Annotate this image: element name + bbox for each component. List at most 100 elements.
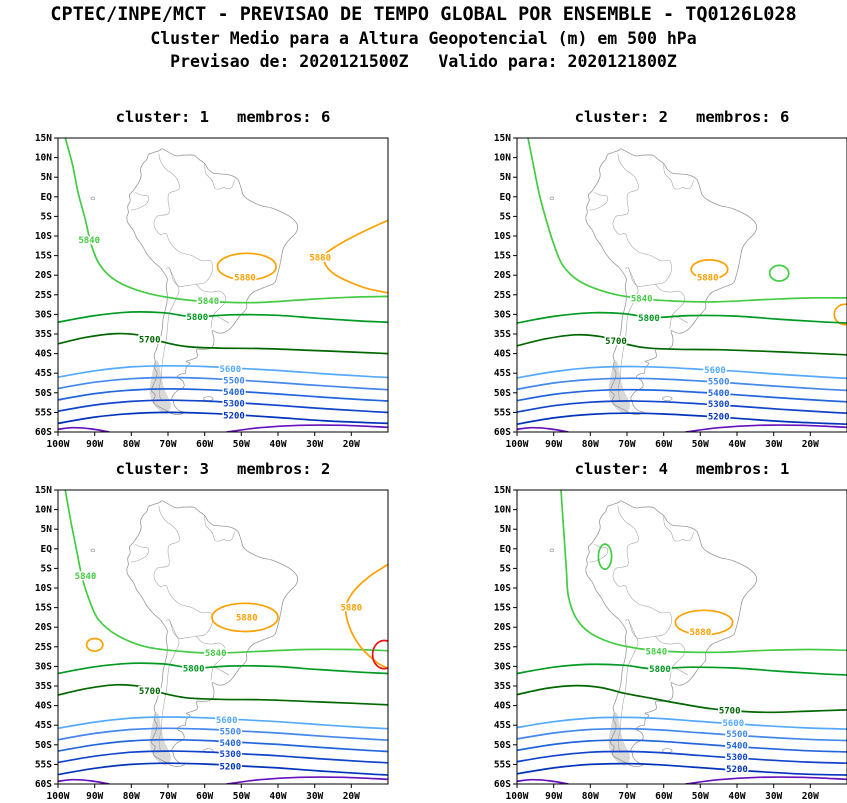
island	[662, 396, 673, 402]
basemap-south-america	[90, 148, 299, 415]
contour-5400	[58, 388, 388, 402]
lat-tick-label: 45S	[35, 720, 52, 731]
panel-cluster-2: cluster: 2 membros: 6 5840 5880 5800 5700 56…	[477, 106, 847, 450]
contour-label: 5840	[75, 572, 97, 582]
lon-tick-label: 30W	[306, 439, 323, 450]
contour-5700	[517, 684, 847, 714]
contour-5700	[58, 683, 388, 706]
title-line-2: Cluster Medio para a Altura Geopotencial…	[150, 29, 697, 48]
lat-tick-label: 45S	[494, 368, 511, 379]
lat-tick-label: 60S	[494, 779, 511, 790]
contour-label: 5500	[726, 730, 748, 740]
lon-tick-label: 30W	[306, 791, 323, 802]
lat-tick-label: 10N	[494, 505, 511, 516]
lon-tick-label: 90W	[545, 439, 562, 450]
contour-5100	[685, 424, 847, 432]
contour-label: 5200	[223, 412, 245, 422]
lon-tick-label: 60W	[655, 439, 672, 450]
lon-tick-label: 20W	[343, 439, 360, 450]
lon-tick-label: 40W	[728, 439, 745, 450]
contour-5840	[527, 138, 847, 303]
lat-tick-label: 45S	[494, 720, 511, 731]
contour-5880	[216, 252, 277, 281]
lat-tick-label: 5S	[41, 563, 53, 574]
contour-label: 5880	[697, 274, 719, 284]
contour-5880	[85, 637, 104, 652]
contour-5100	[226, 776, 388, 784]
lat-tick-label: EQ	[500, 544, 512, 555]
country-border	[663, 163, 694, 190]
lon-tick-label: 60W	[196, 791, 213, 802]
lat-tick-label: 10N	[35, 505, 52, 516]
contour-5880	[344, 563, 388, 670]
lon-tick-label: 90W	[86, 439, 103, 450]
country-border	[158, 619, 180, 753]
lon-tick-label: 50W	[233, 791, 250, 802]
panel-title-cluster-2: cluster: 2 membros: 6	[574, 108, 790, 126]
island	[203, 396, 214, 402]
lat-tick-label: 35S	[35, 681, 52, 692]
island	[549, 196, 554, 201]
lat-tick-label: 5S	[500, 563, 512, 574]
contour-label: 5600	[722, 719, 744, 729]
lat-tick-label: 10S	[494, 231, 511, 242]
lon-tick-label: 20W	[343, 791, 360, 802]
contour-5800	[58, 310, 388, 324]
contour-label: 5400	[219, 739, 241, 749]
contour-label: 5880	[340, 604, 362, 614]
axes: 15N 10N 5N EQ 5S 10S 15S 20S 25S 30S 35S 40S 45S 50S 5…	[494, 485, 819, 802]
lat-tick-label: 40S	[35, 349, 52, 360]
lat-tick-label: 15S	[494, 251, 511, 262]
contour-5840	[768, 264, 790, 282]
lon-tick-label: 50W	[692, 791, 709, 802]
contour-5100	[517, 426, 569, 432]
lat-tick-label: 15N	[35, 485, 52, 496]
contour-5200	[58, 762, 388, 776]
contour-5800	[517, 663, 847, 676]
lon-tick-label: 60W	[196, 439, 213, 450]
contour-5840	[560, 490, 847, 654]
lon-tick-label: 100W	[47, 439, 70, 450]
country-border	[195, 283, 227, 329]
lat-tick-label: 20S	[35, 270, 52, 281]
contour-label: 5700	[605, 337, 627, 347]
lon-tick-label: 30W	[765, 439, 782, 450]
country-border	[130, 191, 150, 211]
contour-5700	[58, 332, 388, 355]
contour-label: 5840	[645, 648, 667, 658]
lat-tick-label: 25S	[494, 642, 511, 653]
contour-label: 5200	[708, 412, 730, 422]
country-border	[663, 515, 694, 542]
contour-5840	[64, 138, 388, 304]
contour-5200	[517, 412, 847, 426]
lat-tick-label: EQ	[500, 192, 512, 203]
country-border	[153, 153, 213, 287]
title-line-3: Previsao de: 2020121500Z Valido para: 20…	[170, 52, 677, 71]
lat-tick-label: 20S	[494, 270, 511, 281]
contour-5400	[517, 739, 847, 753]
lat-tick-label: 30S	[494, 309, 511, 320]
axes: 15N 10N 5N EQ 5S 10S 15S 20S 25S 30S 35S 40S 45S 50S 5…	[494, 133, 819, 450]
geopotential-contours	[58, 490, 388, 784]
lon-tick-label: 30W	[765, 791, 782, 802]
lat-tick-label: 25S	[494, 290, 511, 301]
contour-5600	[58, 716, 388, 730]
country-border	[654, 283, 686, 329]
lat-tick-label: 15S	[35, 251, 52, 262]
contour-5600	[517, 365, 847, 380]
contour-5500	[58, 376, 388, 391]
contour-5100	[58, 778, 110, 784]
contour-label: 5600	[704, 366, 726, 376]
axes: 15N 10N 5N EQ 5S 10S 15S 20S 25S 30S 35S 40S 45S 50S 5…	[35, 485, 360, 802]
contour-5880	[674, 609, 734, 636]
lat-tick-label: 55S	[35, 407, 52, 418]
axes: 15N 10N 5N EQ 5S 10S 15S 20S 25S 30S 35S 40S 45S 50S 5…	[35, 133, 360, 450]
coastline	[126, 148, 299, 415]
country-border	[213, 666, 230, 676]
lat-tick-label: 20S	[494, 622, 511, 633]
contour-label: 5800	[649, 665, 671, 675]
contour-label: 5400	[726, 742, 748, 752]
lat-tick-label: 15S	[494, 603, 511, 614]
lat-tick-label: 60S	[494, 427, 511, 438]
contour-label: 5700	[139, 336, 161, 346]
